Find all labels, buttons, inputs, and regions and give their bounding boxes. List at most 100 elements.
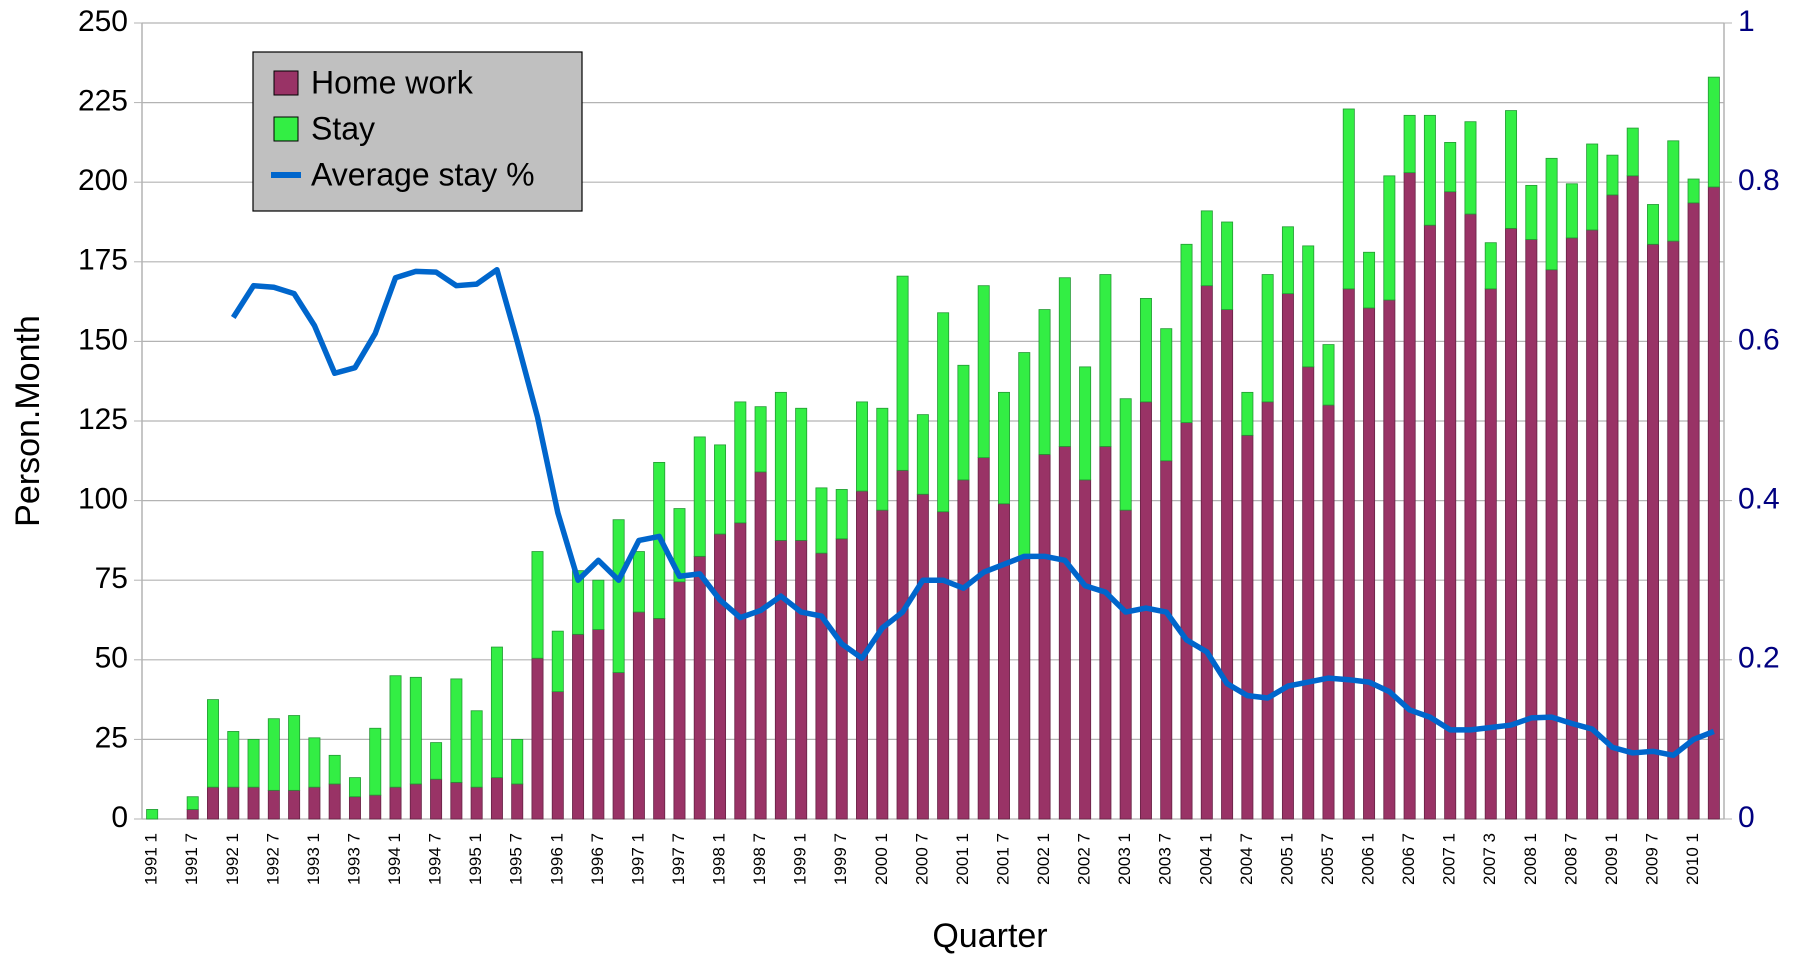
bar [592, 629, 605, 820]
x-axis-title: Quarter [932, 917, 1047, 955]
bar [1565, 237, 1578, 820]
bar [1221, 221, 1234, 310]
bar [754, 471, 767, 820]
x-tick-label: 1994 1 [385, 833, 404, 885]
bar [1119, 509, 1132, 820]
bar [1545, 157, 1558, 271]
bar [673, 581, 686, 820]
bar [288, 715, 301, 791]
x-tick-label: 2002 1 [1034, 833, 1053, 885]
x-tick-label: 2006 1 [1359, 833, 1378, 885]
bar [1160, 328, 1173, 462]
bar [1383, 175, 1396, 301]
bar [815, 487, 828, 554]
x-tick-label: 2004 1 [1196, 833, 1215, 885]
x-tick-label: 2001 1 [953, 833, 972, 885]
y-axis-title: Person.Month [9, 315, 47, 527]
bar [835, 489, 848, 540]
bar [308, 737, 321, 788]
bar [632, 611, 645, 820]
x-tick-label: 1992 1 [223, 833, 242, 885]
bar [1180, 422, 1193, 820]
bar [1261, 274, 1274, 403]
bar [1586, 143, 1599, 231]
bar [1241, 391, 1254, 436]
bar [1403, 172, 1416, 820]
bar [896, 275, 909, 471]
x-tick-label: 1998 1 [710, 833, 729, 885]
bar [1363, 307, 1376, 820]
bar [308, 786, 321, 820]
y2-tick-label: 0.4 [1738, 483, 1780, 516]
bar [937, 511, 950, 820]
bar [1667, 240, 1680, 820]
x-tick-label: 1998 7 [750, 833, 769, 885]
bar [490, 646, 503, 779]
bar [1322, 404, 1335, 820]
bar [1322, 344, 1335, 406]
bar [774, 391, 787, 541]
bar [1302, 245, 1315, 368]
bar [612, 519, 625, 673]
bar [693, 555, 706, 820]
bar [247, 786, 260, 820]
legend-swatch [273, 116, 299, 142]
bar [531, 657, 544, 820]
y-tick-label: 75 [95, 562, 128, 595]
y-tick-label: 150 [78, 323, 128, 356]
bar [511, 783, 524, 820]
bar [795, 407, 808, 541]
legend-label: Home work [311, 64, 474, 100]
bar [1342, 288, 1355, 820]
y2-tick-label: 1 [1738, 5, 1755, 38]
y2-tick-label: 0.6 [1738, 323, 1780, 356]
bar [1505, 110, 1518, 229]
bar [1099, 274, 1112, 447]
bar [916, 414, 929, 495]
bar [1342, 108, 1355, 290]
x-tick-label: 1995 7 [507, 833, 526, 885]
legend-box [252, 51, 583, 212]
bar [1038, 309, 1051, 455]
bar [1667, 140, 1680, 242]
bar [1363, 251, 1376, 309]
y2-tick-label: 0.2 [1738, 642, 1780, 675]
bar [653, 618, 666, 820]
bar [795, 540, 808, 820]
y-tick-label: 50 [95, 642, 128, 675]
x-tick-label: 1993 7 [344, 833, 363, 885]
bar [1525, 184, 1538, 240]
bar [1626, 175, 1639, 820]
bar [227, 731, 240, 788]
bar [998, 391, 1010, 505]
bar [1281, 226, 1294, 295]
x-tick-label: 2010 1 [1683, 833, 1702, 885]
bar [389, 675, 402, 788]
bar [247, 739, 260, 788]
bar [511, 739, 524, 785]
bar [1423, 224, 1436, 820]
bar [876, 407, 889, 511]
bar [1221, 309, 1234, 820]
bar [186, 796, 199, 810]
x-tick-label: 2003 1 [1115, 833, 1134, 885]
bar [734, 401, 747, 524]
bar [1484, 288, 1497, 820]
bar [1139, 298, 1152, 403]
bar [490, 777, 503, 820]
x-tick-label: 2003 7 [1156, 833, 1175, 885]
bar [1018, 557, 1031, 820]
bar [389, 786, 402, 820]
bar [430, 742, 443, 780]
bar [572, 633, 585, 820]
bar [450, 678, 463, 783]
bar [1058, 446, 1071, 820]
x-tick-label: 2001 7 [993, 833, 1012, 885]
bar [348, 777, 361, 798]
bar [734, 522, 747, 820]
y2-tick-label: 0 [1738, 801, 1755, 834]
x-tick-label: 1993 1 [304, 833, 323, 885]
x-tick-label: 1996 7 [588, 833, 607, 885]
x-tick-label: 1995 1 [466, 833, 485, 885]
bar [551, 630, 564, 693]
